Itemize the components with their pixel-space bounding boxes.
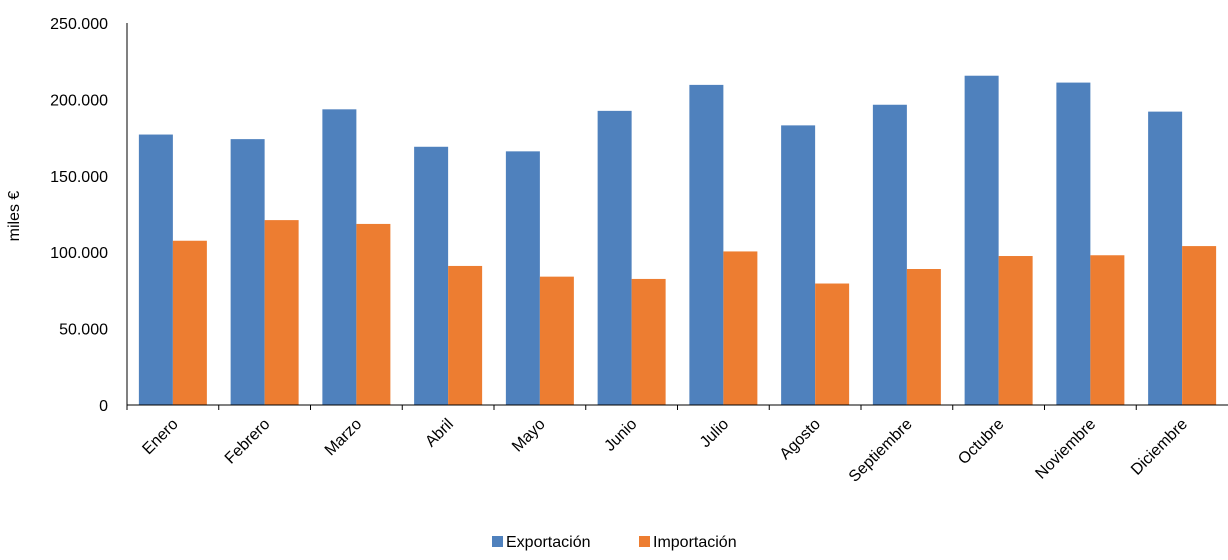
y-tick-label: 0 [99,398,108,415]
bar-exportacion-diciembre [1148,111,1183,406]
bar-importacion-septiembre [906,269,941,405]
legend-swatch [639,536,650,547]
legend-swatch [492,536,503,547]
x-tick-label: Agosto [777,416,824,463]
y-tick-label: 150.000 [50,169,108,186]
x-tick-label: Junio [601,416,640,455]
bar-exportacion-septiembre [872,104,907,406]
x-tick-label: Marzo [322,416,366,460]
bar-exportacion-noviembre [1056,82,1091,405]
bar-importacion-abril [448,265,483,405]
bar-exportacion-enero [138,134,173,405]
y-tick-label: 50.000 [59,322,108,339]
bar-importacion-enero [172,240,207,405]
bar-exportacion-mayo [505,151,540,405]
bar-importacion-mayo [539,276,574,405]
x-tick-label: Abril [422,416,457,451]
bar-importacion-febrero [264,220,299,405]
bar-exportacion-abril [414,146,449,405]
legend-label: Importación [653,534,737,551]
x-tick-label: Noviembre [1032,416,1099,483]
bar-importacion-marzo [356,223,391,405]
bar-importacion-agosto [815,283,850,405]
x-tick-label: Mayo [509,416,549,456]
y-tick-label: 100.000 [50,245,108,262]
bar-importacion-octubre [998,256,1033,405]
y-tick-label: 250.000 [50,16,108,33]
bar-importacion-noviembre [1090,255,1125,405]
bar-exportacion-agosto [781,125,816,405]
x-tick-label: Enero [139,416,181,458]
y-axis-label: miles € [6,191,23,242]
x-tick-label: Octubre [955,416,1007,468]
legend-label: Exportación [506,534,591,551]
bar-importacion-julio [723,251,758,405]
bar-exportacion-febrero [230,139,265,406]
y-tick-label: 200.000 [50,92,108,109]
x-tick-label: Febrero [222,416,274,468]
bar-importacion-diciembre [1182,246,1217,405]
gridlines [127,22,1228,330]
x-tick-label: Septiembre [846,416,916,486]
axes: 0 50.000 100.000 150.000 200.000 250.000 Enero… [50,16,1228,486]
bar-exportacion-octubre [964,75,999,405]
bar-exportacion-marzo [322,109,357,405]
bar-importacion-junio [631,278,666,405]
bars [138,75,1217,406]
x-tick-label: Diciembre [1128,416,1191,479]
bar-exportacion-julio [689,84,724,405]
legend: Exportación Importación [492,534,737,551]
x-tick-label: Julio [697,416,732,451]
bar-exportacion-junio [597,110,632,406]
